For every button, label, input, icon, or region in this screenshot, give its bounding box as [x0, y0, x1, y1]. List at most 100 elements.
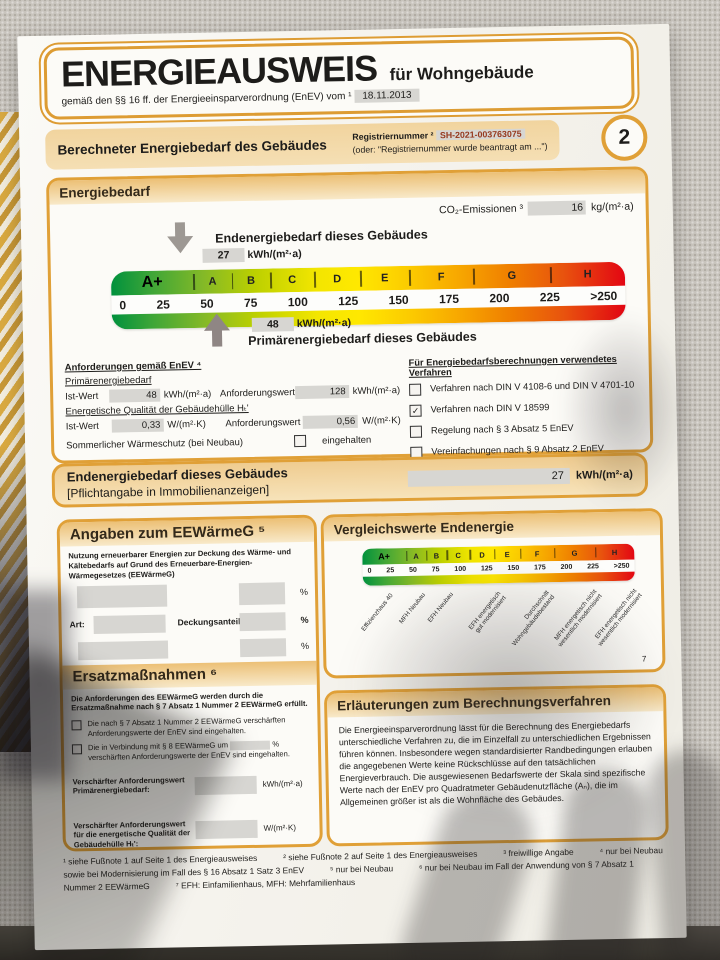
method-row: Verfahren nach DIN V 4108-6 und DIN V 47…: [409, 379, 641, 396]
erlaeuterungen-section: Erläuterungen zum Berechnungsverfahren D…: [323, 684, 669, 847]
summer-protection-status: eingehalten: [321, 434, 372, 447]
scale-band-g: G: [473, 263, 551, 288]
scale-tick: 150: [388, 292, 409, 307]
comparison-label: EFH energetisch gut modernisiert: [467, 590, 509, 635]
endenergie-value: 27: [202, 248, 245, 263]
scale-tick: 200: [489, 290, 510, 305]
ist-unit: kWh/(m²·a): [163, 388, 212, 401]
comparison-scale-bar: A+ A B C D E F G H 0 25 50 75 100 125 150 175 200 225 >250: [362, 543, 635, 586]
scale-band-d: D: [470, 546, 495, 562]
scale-tick: 100: [454, 565, 467, 573]
scale-band-c: C: [270, 268, 314, 293]
scale-tick: 125: [480, 564, 493, 573]
ersatz-checkbox-row: Die in Verbindung mit § 8 EEWärmeG um % …: [64, 735, 318, 764]
anf-value: 128: [294, 385, 349, 400]
scale-tick: >250: [590, 288, 618, 303]
calculated-demand-banner: Berechneter Energiebedarf des Gebäudes R…: [45, 119, 560, 170]
co2-unit: kg/(m²·a): [590, 200, 634, 214]
method-checkbox[interactable]: [409, 383, 422, 396]
registration-hint: (oder: "Registriernummer wurde beantragt…: [352, 141, 548, 155]
primaer-value-row: 48 kWh/(m²·a): [251, 316, 352, 332]
scale-tick: >250: [613, 562, 630, 570]
scale-tick: 75: [431, 565, 440, 573]
method-row: Regelung nach § 3 Absatz 5 EnEV: [409, 421, 642, 438]
scale-band-a+: A+: [141, 273, 163, 291]
anf-value: 0,56: [302, 414, 359, 429]
endenergie-banner-value: 27: [407, 467, 571, 487]
arrow-down-icon: [167, 222, 194, 254]
energiebedarf-section: Energiebedarf CO₂-Emissionen ³ 16 kg/(m²…: [46, 166, 654, 467]
percent-sign: %: [300, 640, 310, 651]
method-checkbox-checked[interactable]: ✓: [409, 404, 422, 417]
art-field[interactable]: [93, 614, 166, 634]
scale-band-e: E: [360, 266, 409, 291]
ersatz-percent-field[interactable]: [230, 740, 271, 750]
ist-value: 0,33: [111, 418, 164, 433]
comparison-label: Effizienzhaus 40: [360, 592, 395, 633]
method-label: Verfahren nach DIN V 18599: [430, 402, 550, 415]
summer-protection-label: Sommerlicher Wärmeschutz (bei Neubau): [66, 436, 244, 451]
stricter-requirement-field[interactable]: [195, 819, 258, 839]
scale-band-e: E: [494, 546, 520, 562]
primaer-label: Primärenergiebedarf dieses Gebäudes: [248, 329, 477, 348]
eewaermeg-field[interactable]: [76, 584, 168, 608]
scale-band-a+: A+: [378, 551, 391, 562]
deckungsanteil-field[interactable]: [239, 611, 286, 631]
eewaermeg-field[interactable]: [77, 640, 169, 660]
section-header-energiebedarf: Energiebedarf: [49, 169, 646, 205]
method-title: Für Energiebedarfsberechnungen verwendet…: [408, 353, 617, 378]
ersatz-checkbox-label: Die in Verbindung mit § 8 EEWärmeG um % …: [88, 739, 310, 763]
title-box: ENERGIEAUSWEIS für Wohngebäude gemäß den…: [43, 36, 635, 120]
primaer-unit: kWh/(m²·a): [296, 316, 352, 331]
co2-label: CO₂-Emissionen ³: [438, 202, 524, 217]
scale-tick: 125: [338, 293, 359, 308]
method-checkbox[interactable]: [409, 425, 423, 438]
scale-tick: 25: [156, 296, 171, 312]
anf-label: Anforderungswert: [225, 416, 301, 430]
anf-unit: W/(m²·K): [362, 415, 401, 427]
endenergie-banner-unit: kWh/(m²·a): [575, 468, 633, 482]
comparison-label: Durchschnitt Wohngebäudebestand: [510, 589, 557, 648]
footnote: ⁵ nur bei Neubau: [329, 863, 394, 875]
scale-band-f: F: [520, 545, 554, 562]
page-subtitle: für Wohngebäude: [389, 62, 534, 85]
scale-band-a: A: [406, 548, 427, 564]
scale-tick: 225: [539, 289, 560, 304]
deckungsanteil-label: Deckungsanteil:: [177, 615, 244, 627]
scale-tick: 25: [386, 566, 395, 574]
stricter-requirement-field[interactable]: [194, 775, 257, 795]
value-row: Ist-Wert 0,33 W/(m²·K) Anforderungswert …: [66, 414, 401, 433]
scale-tick: 175: [438, 291, 460, 306]
enev-date-value: 18.11.2013: [354, 88, 420, 103]
stricter-requirement-row: Verschärfter Anforderungswert für die en…: [65, 808, 320, 849]
stricter-requirement-row: Verschärfter Anforderungswert Primärener…: [64, 764, 319, 805]
ist-unit: W/(m²·K): [167, 418, 206, 431]
anf-unit: kWh/(m²·a): [352, 385, 401, 397]
eewaermeg-row: %: [62, 634, 316, 665]
erlaeuterungen-body: Die Energieeinsparverordnung lässt für d…: [338, 719, 653, 808]
comparison-scale: A+ A B C D E F G H 0 25 50 75 100 125 150 175 200 225 >250: [362, 543, 635, 586]
method-column: Für Energiebedarfsberechnungen verwendet…: [409, 353, 643, 467]
eewaermeg-field[interactable]: [239, 637, 287, 657]
ersatz-checkbox[interactable]: [71, 744, 83, 755]
endenergie-label: Endenergiebedarf dieses Gebäudes: [215, 227, 428, 246]
stricter-requirement-label: Verschärfter Anforderungswert Primärener…: [72, 775, 185, 796]
stricter-requirement-unit: W/(m²·K): [263, 822, 297, 833]
comparison-footnote-ref: 7: [641, 654, 647, 664]
method-row: ✓ Verfahren nach DIN V 18599: [409, 400, 641, 417]
vergleichswerte-section: Vergleichswerte Endenergie A+ A B C D E F G H 0 2…: [320, 508, 666, 679]
energy-scale-bar: A+ A B C D E F G H 0 25 50 75 100 125 150 175 200 225 >250: [110, 261, 626, 330]
ist-value: 48: [109, 388, 160, 403]
primaer-value: 48: [251, 317, 294, 332]
eewaermeg-field[interactable]: [238, 581, 286, 605]
anf-label: Anforderungswert: [219, 387, 296, 400]
co2-value: 16: [527, 200, 587, 216]
percent-sign: %: [299, 586, 309, 597]
scale-tick: 150: [507, 564, 520, 572]
scale-tick: 75: [243, 295, 258, 310]
page-number-badge: 2: [600, 114, 648, 162]
summer-protection-checkbox[interactable]: [293, 434, 307, 448]
stricter-requirement-label: Verschärfter Anforderungswert für die en…: [73, 818, 191, 850]
ersatz-checkbox[interactable]: [71, 720, 82, 731]
scale-band-h: H: [595, 544, 635, 561]
